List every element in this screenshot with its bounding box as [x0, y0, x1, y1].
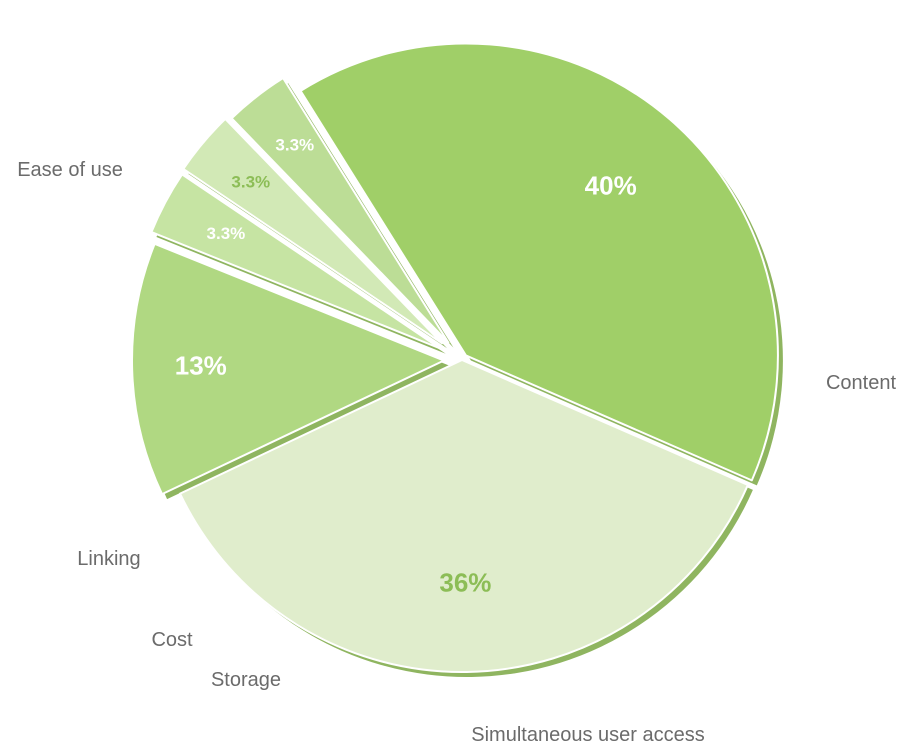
slice-value-label: 3.3%: [275, 135, 314, 154]
slice-value-label: 3.3%: [231, 172, 270, 191]
slice-category-label: Cost: [151, 629, 193, 651]
slices: [131, 42, 779, 673]
pie-slice: [182, 117, 444, 345]
category-labels: Ease of use Content Simultaneous user acce…: [17, 159, 896, 746]
slice-value-label: 40%: [585, 171, 637, 201]
pie-slice: [150, 173, 442, 350]
pie-slice: [179, 359, 749, 673]
slice-value-label: 13%: [175, 351, 227, 381]
slice-category-label: Ease of use: [17, 159, 123, 181]
pie-slice: [230, 77, 450, 344]
slice-category-label: Storage: [211, 669, 281, 691]
slice-value-label: 36%: [439, 567, 491, 597]
value-labels: 40% 36% 13% 3.3% 3.3% 3.3%: [175, 135, 637, 597]
slice-category-label: Simultaneous user access: [471, 724, 704, 746]
pie-slice: [131, 242, 446, 496]
pie-slice: [299, 42, 779, 482]
slice-value-label: 3.3%: [207, 224, 246, 243]
slice-category-label: Linking: [77, 548, 140, 570]
slice-category-label: Content: [826, 372, 896, 394]
